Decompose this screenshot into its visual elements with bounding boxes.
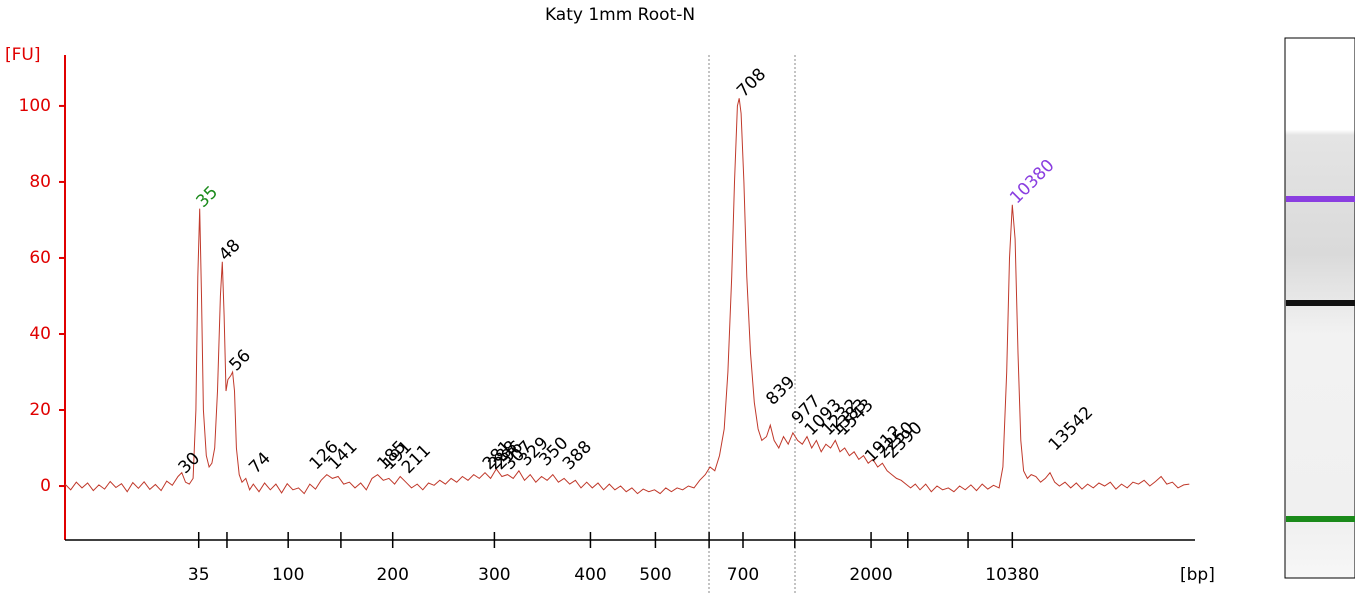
- peak-label: 56: [226, 346, 255, 375]
- x-tick-label: 500: [639, 565, 671, 585]
- peak-label: 48: [215, 236, 244, 265]
- y-tick-label: 80: [29, 172, 51, 192]
- x-tick-label: 700: [727, 565, 759, 585]
- x-tick-label: 2000: [849, 565, 892, 585]
- plot: 0 20 40 60 80 100 35 100 200 300 400 500 700 2000 1038…: [19, 55, 1195, 585]
- gel-band: [1286, 196, 1355, 202]
- x-tick-label: 400: [574, 565, 606, 585]
- peak-label: 13542: [1045, 403, 1097, 455]
- y-tick-label: 100: [19, 96, 51, 116]
- gel-lane: [1284, 37, 1355, 579]
- peak-label: 10380: [1006, 156, 1058, 208]
- y-tick-label: 60: [29, 248, 51, 268]
- x-tick-label: 200: [376, 565, 408, 585]
- y-tick-label: 40: [29, 324, 51, 344]
- trace: [64, 98, 1190, 495]
- x-axis-label: [bp]: [1180, 565, 1215, 585]
- x-tick-label: 35: [188, 565, 210, 585]
- peak-label: 74: [245, 448, 274, 477]
- peak-label: 30: [175, 448, 204, 477]
- x-tick-label: 10380: [985, 565, 1039, 585]
- x-tick-label: 100: [272, 565, 304, 585]
- peak-label: 35: [193, 182, 222, 211]
- y-tick-label: 0: [40, 476, 51, 496]
- y-axis-label: [FU]: [5, 45, 41, 65]
- peak-label: 708: [733, 65, 770, 102]
- x-tick-label: 300: [478, 565, 510, 585]
- gel-band: [1286, 300, 1355, 306]
- chart-title: Katy 1mm Root-N: [545, 5, 695, 25]
- peak-label: 839: [762, 372, 799, 409]
- y-tick-label: 20: [29, 400, 51, 420]
- gel-band: [1286, 516, 1355, 522]
